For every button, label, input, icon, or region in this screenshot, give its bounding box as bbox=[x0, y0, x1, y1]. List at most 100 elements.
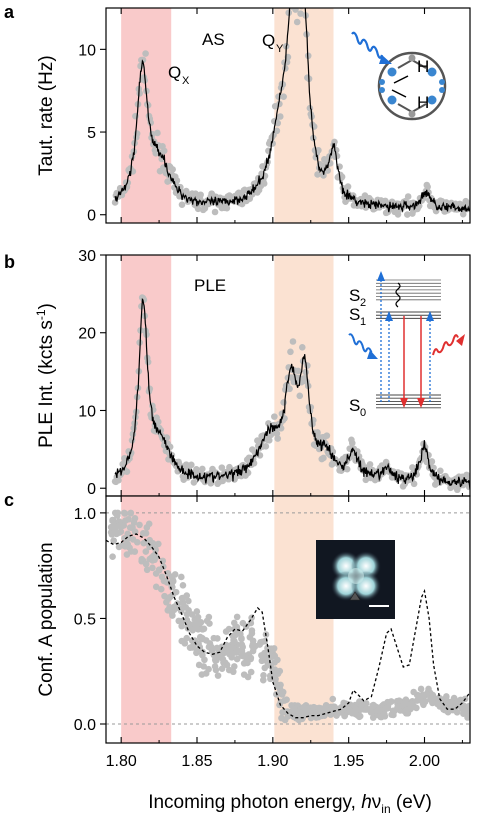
y-axis-label-end: ) bbox=[36, 303, 57, 309]
x-tick-label: 1.95 bbox=[333, 753, 364, 770]
data-point bbox=[294, 367, 302, 375]
data-point bbox=[293, 0, 300, 4]
hydrogen-label-bottom: H bbox=[417, 93, 429, 112]
data-point bbox=[310, 416, 317, 424]
panel-label-a: a bbox=[4, 2, 15, 22]
data-point bbox=[287, 348, 294, 356]
data-point bbox=[248, 630, 256, 637]
plot-area-b bbox=[111, 255, 470, 496]
data-point bbox=[169, 166, 176, 173]
data-point bbox=[195, 661, 203, 669]
data-point bbox=[149, 564, 156, 572]
data-point bbox=[160, 147, 168, 155]
data-point bbox=[278, 714, 285, 722]
data-point bbox=[133, 130, 141, 137]
data-point bbox=[244, 673, 252, 681]
data-point bbox=[291, 707, 299, 714]
data-point bbox=[348, 439, 356, 447]
data-point bbox=[179, 594, 187, 602]
data-point bbox=[280, 399, 287, 406]
photon-wave-icon bbox=[351, 31, 384, 59]
y-axis-label-sup: -1 bbox=[34, 309, 48, 320]
data-point bbox=[258, 652, 265, 659]
photon-arrowhead-icon bbox=[379, 55, 392, 64]
data-point bbox=[383, 704, 390, 712]
data-point bbox=[213, 644, 221, 652]
data-point bbox=[125, 516, 132, 523]
data-point bbox=[229, 632, 237, 640]
data-point bbox=[152, 546, 160, 554]
x-tick-label: 1.85 bbox=[181, 753, 212, 770]
data-point bbox=[214, 672, 222, 679]
data-point bbox=[222, 628, 230, 635]
stm-inset-image bbox=[316, 540, 395, 619]
data-point bbox=[229, 668, 237, 676]
data-point bbox=[119, 542, 126, 549]
data-point bbox=[142, 50, 149, 57]
data-point bbox=[124, 540, 132, 548]
data-point bbox=[205, 643, 213, 651]
data-point bbox=[315, 146, 322, 154]
data-point bbox=[247, 619, 255, 627]
energy-level-diagram: S 2S 1S 0 bbox=[348, 271, 465, 419]
data-point bbox=[417, 685, 425, 693]
data-point bbox=[310, 703, 318, 711]
arrowhead-icon bbox=[385, 311, 393, 321]
y-axis-label-b: PLE Int. (kcts s-1) bbox=[34, 303, 57, 448]
data-point bbox=[442, 199, 450, 206]
data-point bbox=[193, 465, 200, 473]
nitrogen-atom bbox=[427, 67, 437, 77]
data-point bbox=[201, 656, 208, 664]
data-point bbox=[138, 555, 146, 563]
stm-center bbox=[348, 568, 364, 584]
data-point bbox=[197, 191, 204, 199]
data-point bbox=[140, 539, 148, 547]
data-point bbox=[395, 697, 403, 704]
x-tick-label: 1.90 bbox=[257, 753, 288, 770]
data-point bbox=[172, 588, 180, 596]
nitrogen-atom-outer bbox=[379, 87, 385, 93]
data-point bbox=[231, 663, 238, 670]
data-point bbox=[152, 553, 160, 561]
data-point bbox=[260, 180, 268, 187]
data-point bbox=[229, 644, 236, 652]
y-tick-label: 0 bbox=[87, 208, 96, 225]
data-point bbox=[296, 392, 304, 400]
data-point bbox=[136, 90, 143, 97]
data-point bbox=[344, 183, 352, 190]
data-point bbox=[140, 296, 148, 304]
data-point bbox=[410, 480, 418, 488]
annotation-as: AS bbox=[202, 30, 225, 49]
data-point bbox=[123, 551, 131, 558]
y-axis-label-text: PLE Int. (kcts s bbox=[36, 320, 57, 448]
plot-frame-c bbox=[105, 495, 471, 744]
data-point bbox=[276, 113, 284, 120]
data-point bbox=[266, 661, 273, 668]
arrowhead-icon bbox=[377, 271, 385, 281]
data-point bbox=[144, 358, 152, 366]
label-s1-sub: 1 bbox=[360, 316, 366, 328]
data-point bbox=[168, 609, 176, 617]
data-point bbox=[261, 664, 269, 672]
data-point bbox=[333, 152, 341, 160]
data-point bbox=[171, 571, 179, 578]
data-point bbox=[301, 0, 308, 4]
data-point bbox=[249, 642, 256, 650]
data-point bbox=[296, 709, 304, 717]
label-s0: S bbox=[349, 396, 360, 415]
tautomer-arrow bbox=[393, 75, 409, 84]
data-point bbox=[145, 520, 153, 528]
data-point bbox=[185, 621, 193, 629]
data-point bbox=[273, 127, 281, 135]
data-point bbox=[286, 385, 293, 393]
data-point bbox=[178, 622, 185, 630]
data-point bbox=[207, 480, 215, 487]
data-point bbox=[288, 702, 295, 709]
data-point bbox=[211, 208, 219, 216]
data-point bbox=[249, 647, 257, 655]
plot-frame-a bbox=[105, 7, 471, 224]
data-point bbox=[323, 432, 331, 439]
data-point bbox=[428, 458, 436, 465]
